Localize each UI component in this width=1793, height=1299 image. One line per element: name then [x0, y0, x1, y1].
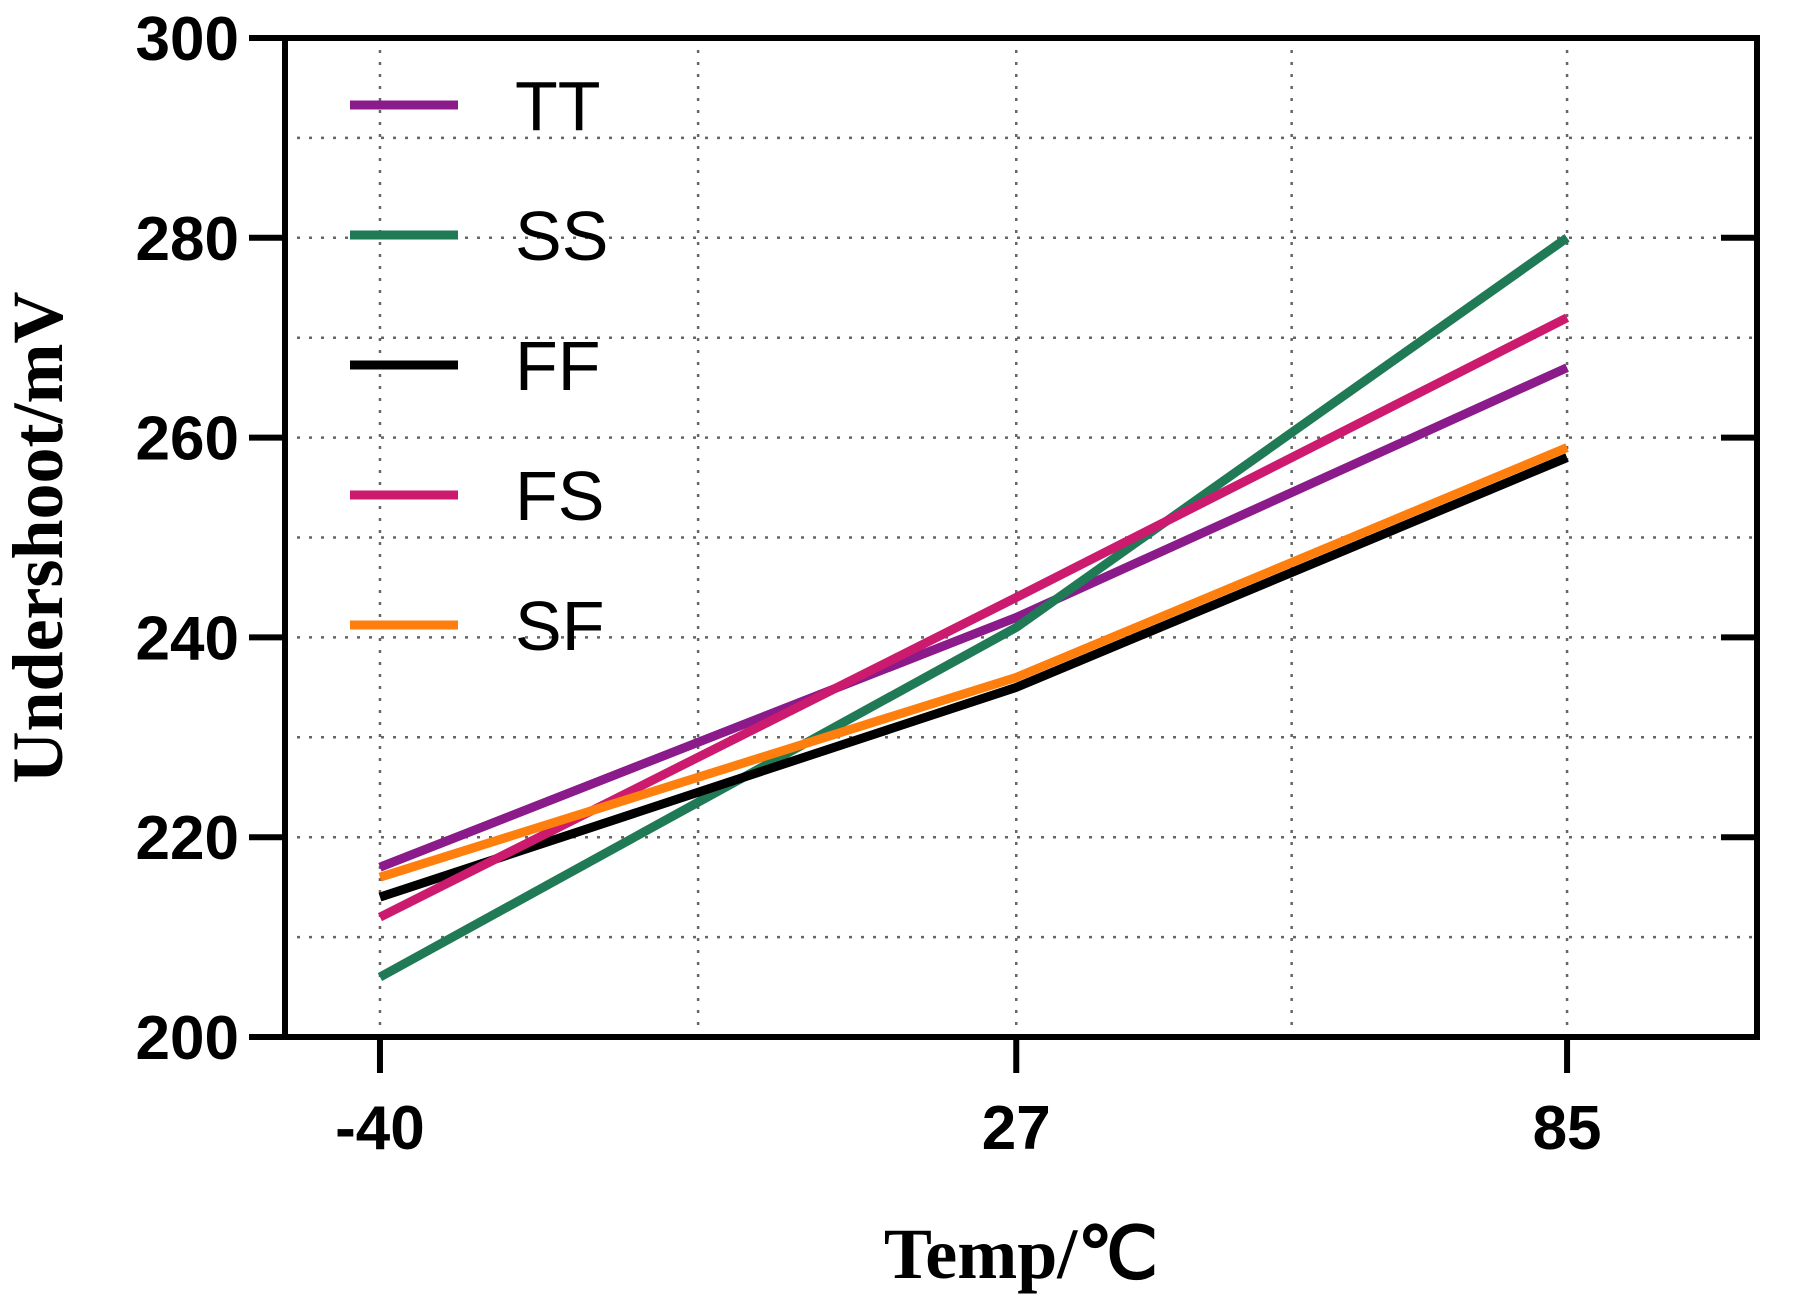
x-tick-label: 27 — [982, 1094, 1051, 1163]
grid — [285, 38, 1757, 1037]
y-tick-label: 200 — [136, 1004, 239, 1073]
legend-label-tt: TT — [515, 67, 601, 145]
y-tick-label: 240 — [136, 604, 239, 673]
axis-ticks — [249, 35, 1757, 1073]
x-tick-label: -40 — [335, 1094, 425, 1163]
y-tick-label: 220 — [136, 804, 239, 873]
x-axis-title: Temp/℃ — [884, 1214, 1158, 1294]
y-tick-label: 260 — [136, 405, 239, 474]
y-axis-title: Undershoot/mV — [0, 291, 78, 783]
legend-label-ss: SS — [515, 197, 608, 275]
x-tick-label: 85 — [1533, 1094, 1602, 1163]
x-tick-labels: -40 27 85 — [335, 1094, 1601, 1163]
legend-label-ff: FF — [515, 327, 601, 405]
plot-frame — [282, 35, 1760, 1040]
series-line-ss — [377, 234, 1570, 982]
y-tick-label: 300 — [136, 5, 239, 74]
series-line-sf — [378, 443, 1569, 882]
legend-label-sf: SF — [515, 587, 604, 665]
series-line-tt — [378, 363, 1569, 872]
legend-label-fs: FS — [515, 457, 604, 535]
y-tick-labels: 200 220 240 260 280 300 — [136, 5, 239, 1073]
y-tick-label: 280 — [136, 205, 239, 274]
series-lines — [377, 234, 1570, 982]
legend: TT SS FF FS SF — [350, 67, 608, 665]
series-line-ff — [378, 453, 1569, 902]
